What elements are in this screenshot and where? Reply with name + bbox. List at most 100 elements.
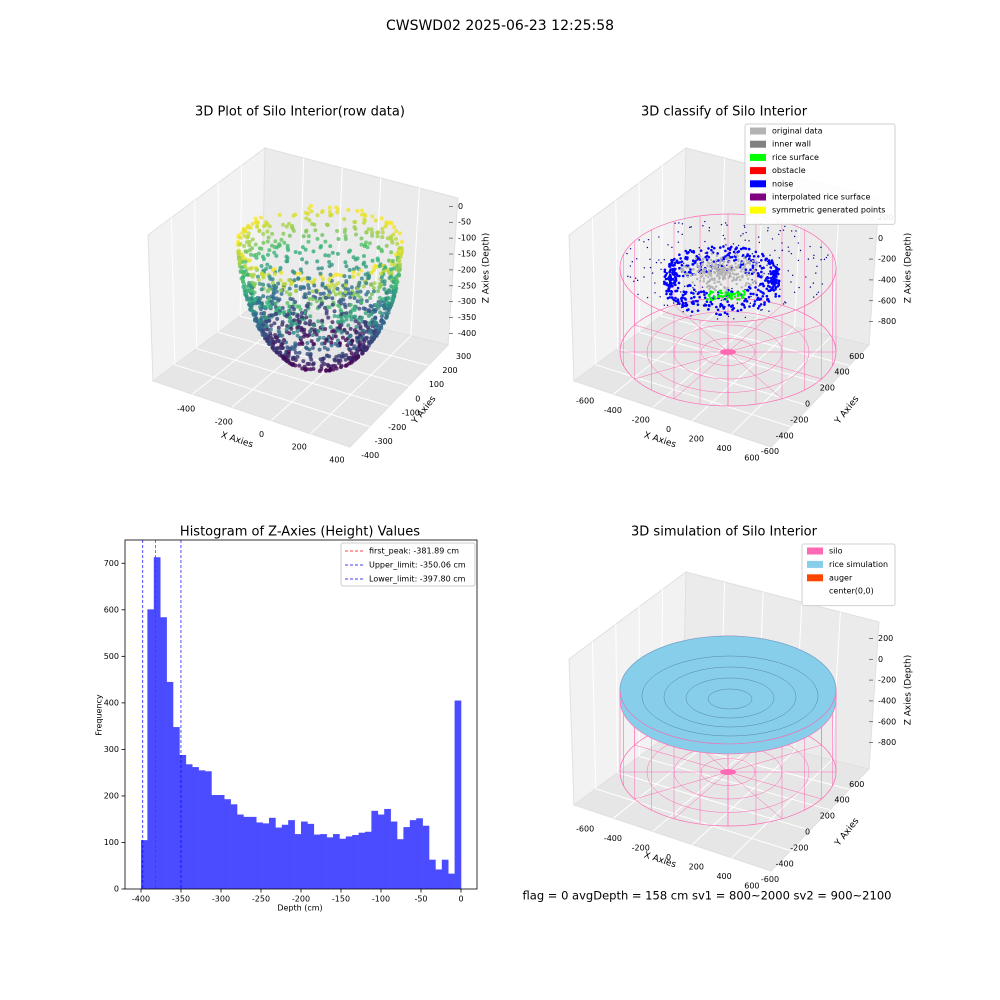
noise-point bbox=[664, 273, 668, 277]
point-cloud bbox=[301, 285, 306, 290]
original-point bbox=[714, 285, 718, 288]
point-cloud bbox=[399, 239, 404, 244]
z-tick-label: 0 bbox=[878, 655, 883, 664]
noise-point bbox=[737, 250, 741, 253]
point-cloud bbox=[253, 281, 258, 286]
point-cloud bbox=[320, 209, 325, 214]
noise-point bbox=[743, 306, 747, 309]
point-cloud bbox=[334, 205, 339, 210]
noise-point bbox=[726, 253, 729, 257]
rice-point bbox=[727, 295, 730, 298]
noise-point bbox=[705, 254, 709, 258]
rice-point bbox=[739, 292, 742, 296]
point-cloud bbox=[255, 219, 260, 224]
point-cloud bbox=[307, 297, 312, 302]
point-cloud bbox=[354, 232, 359, 237]
grid-point bbox=[782, 303, 785, 305]
original-point bbox=[710, 252, 714, 256]
point-cloud bbox=[280, 354, 285, 359]
legend-label: first_peak: -381.89 cm bbox=[369, 547, 459, 556]
point-cloud bbox=[343, 290, 348, 295]
histogram-bar bbox=[269, 817, 276, 889]
point-cloud bbox=[377, 264, 382, 269]
legend-swatch bbox=[750, 127, 766, 135]
point-cloud bbox=[372, 281, 377, 286]
point-cloud bbox=[267, 274, 272, 279]
grid-point bbox=[654, 292, 656, 294]
y-tick-label: -600 bbox=[761, 447, 779, 456]
histogram-bar bbox=[397, 839, 404, 889]
original-point bbox=[753, 280, 756, 283]
histogram-bar bbox=[441, 859, 449, 889]
point-cloud bbox=[307, 332, 312, 337]
original-point bbox=[718, 277, 721, 280]
pane-grid bbox=[731, 759, 833, 859]
rice-point bbox=[724, 293, 728, 296]
noise-point bbox=[756, 272, 760, 275]
original-point bbox=[692, 268, 695, 271]
point-cloud bbox=[364, 298, 369, 303]
point-cloud bbox=[348, 248, 353, 253]
point-cloud bbox=[336, 303, 341, 308]
point-cloud bbox=[384, 243, 389, 248]
noise-point bbox=[705, 258, 709, 262]
noise-point bbox=[761, 282, 765, 286]
point-cloud bbox=[271, 346, 276, 351]
point-cloud bbox=[304, 315, 309, 320]
noise-point bbox=[761, 294, 765, 298]
point-cloud bbox=[373, 309, 378, 314]
point-cloud bbox=[316, 319, 321, 324]
original-point bbox=[698, 265, 701, 269]
point-cloud bbox=[336, 338, 341, 343]
point-cloud bbox=[335, 251, 340, 256]
grid-point bbox=[629, 265, 632, 267]
point-cloud bbox=[343, 286, 348, 291]
point-cloud bbox=[323, 285, 328, 290]
point-cloud bbox=[390, 259, 395, 264]
point-cloud bbox=[287, 233, 292, 238]
point-cloud bbox=[372, 336, 377, 341]
noise-point bbox=[736, 309, 740, 313]
original-point bbox=[706, 264, 709, 267]
histogram-bar bbox=[333, 834, 340, 889]
grid-point bbox=[722, 299, 724, 301]
legend-swatch bbox=[750, 193, 766, 201]
point-cloud bbox=[302, 364, 307, 369]
original-point bbox=[717, 267, 720, 270]
point-cloud bbox=[246, 231, 251, 236]
histogram-bar bbox=[365, 831, 372, 889]
point-cloud bbox=[253, 312, 258, 317]
point-cloud bbox=[255, 274, 260, 279]
point-cloud bbox=[380, 230, 385, 235]
point-cloud bbox=[373, 315, 378, 320]
noise-point bbox=[674, 272, 678, 275]
point-cloud bbox=[326, 315, 331, 320]
point-cloud bbox=[359, 242, 364, 247]
pane-grid bbox=[310, 335, 412, 435]
noise-point bbox=[775, 278, 778, 281]
grid-point bbox=[681, 233, 683, 236]
original-point bbox=[729, 265, 732, 268]
original-point bbox=[721, 266, 725, 270]
rice-mesh bbox=[685, 677, 775, 719]
point-cloud bbox=[363, 213, 368, 218]
noise-point bbox=[766, 297, 770, 301]
point-cloud bbox=[394, 229, 399, 234]
grid-point bbox=[816, 293, 818, 296]
point-cloud bbox=[349, 314, 354, 319]
point-cloud bbox=[291, 330, 296, 335]
point-cloud bbox=[315, 213, 320, 218]
point-cloud bbox=[327, 264, 332, 269]
noise-point bbox=[707, 308, 710, 311]
original-point bbox=[707, 275, 710, 279]
point-cloud bbox=[387, 220, 392, 225]
original-point bbox=[718, 280, 721, 284]
x-tick-label: -200 bbox=[292, 895, 310, 904]
legend-swatch bbox=[750, 167, 766, 175]
grid-point bbox=[704, 240, 706, 243]
point-cloud bbox=[349, 317, 354, 322]
original-point bbox=[716, 280, 719, 284]
original-point bbox=[737, 263, 741, 267]
rice-surface bbox=[619, 635, 837, 745]
original-point bbox=[705, 285, 709, 289]
